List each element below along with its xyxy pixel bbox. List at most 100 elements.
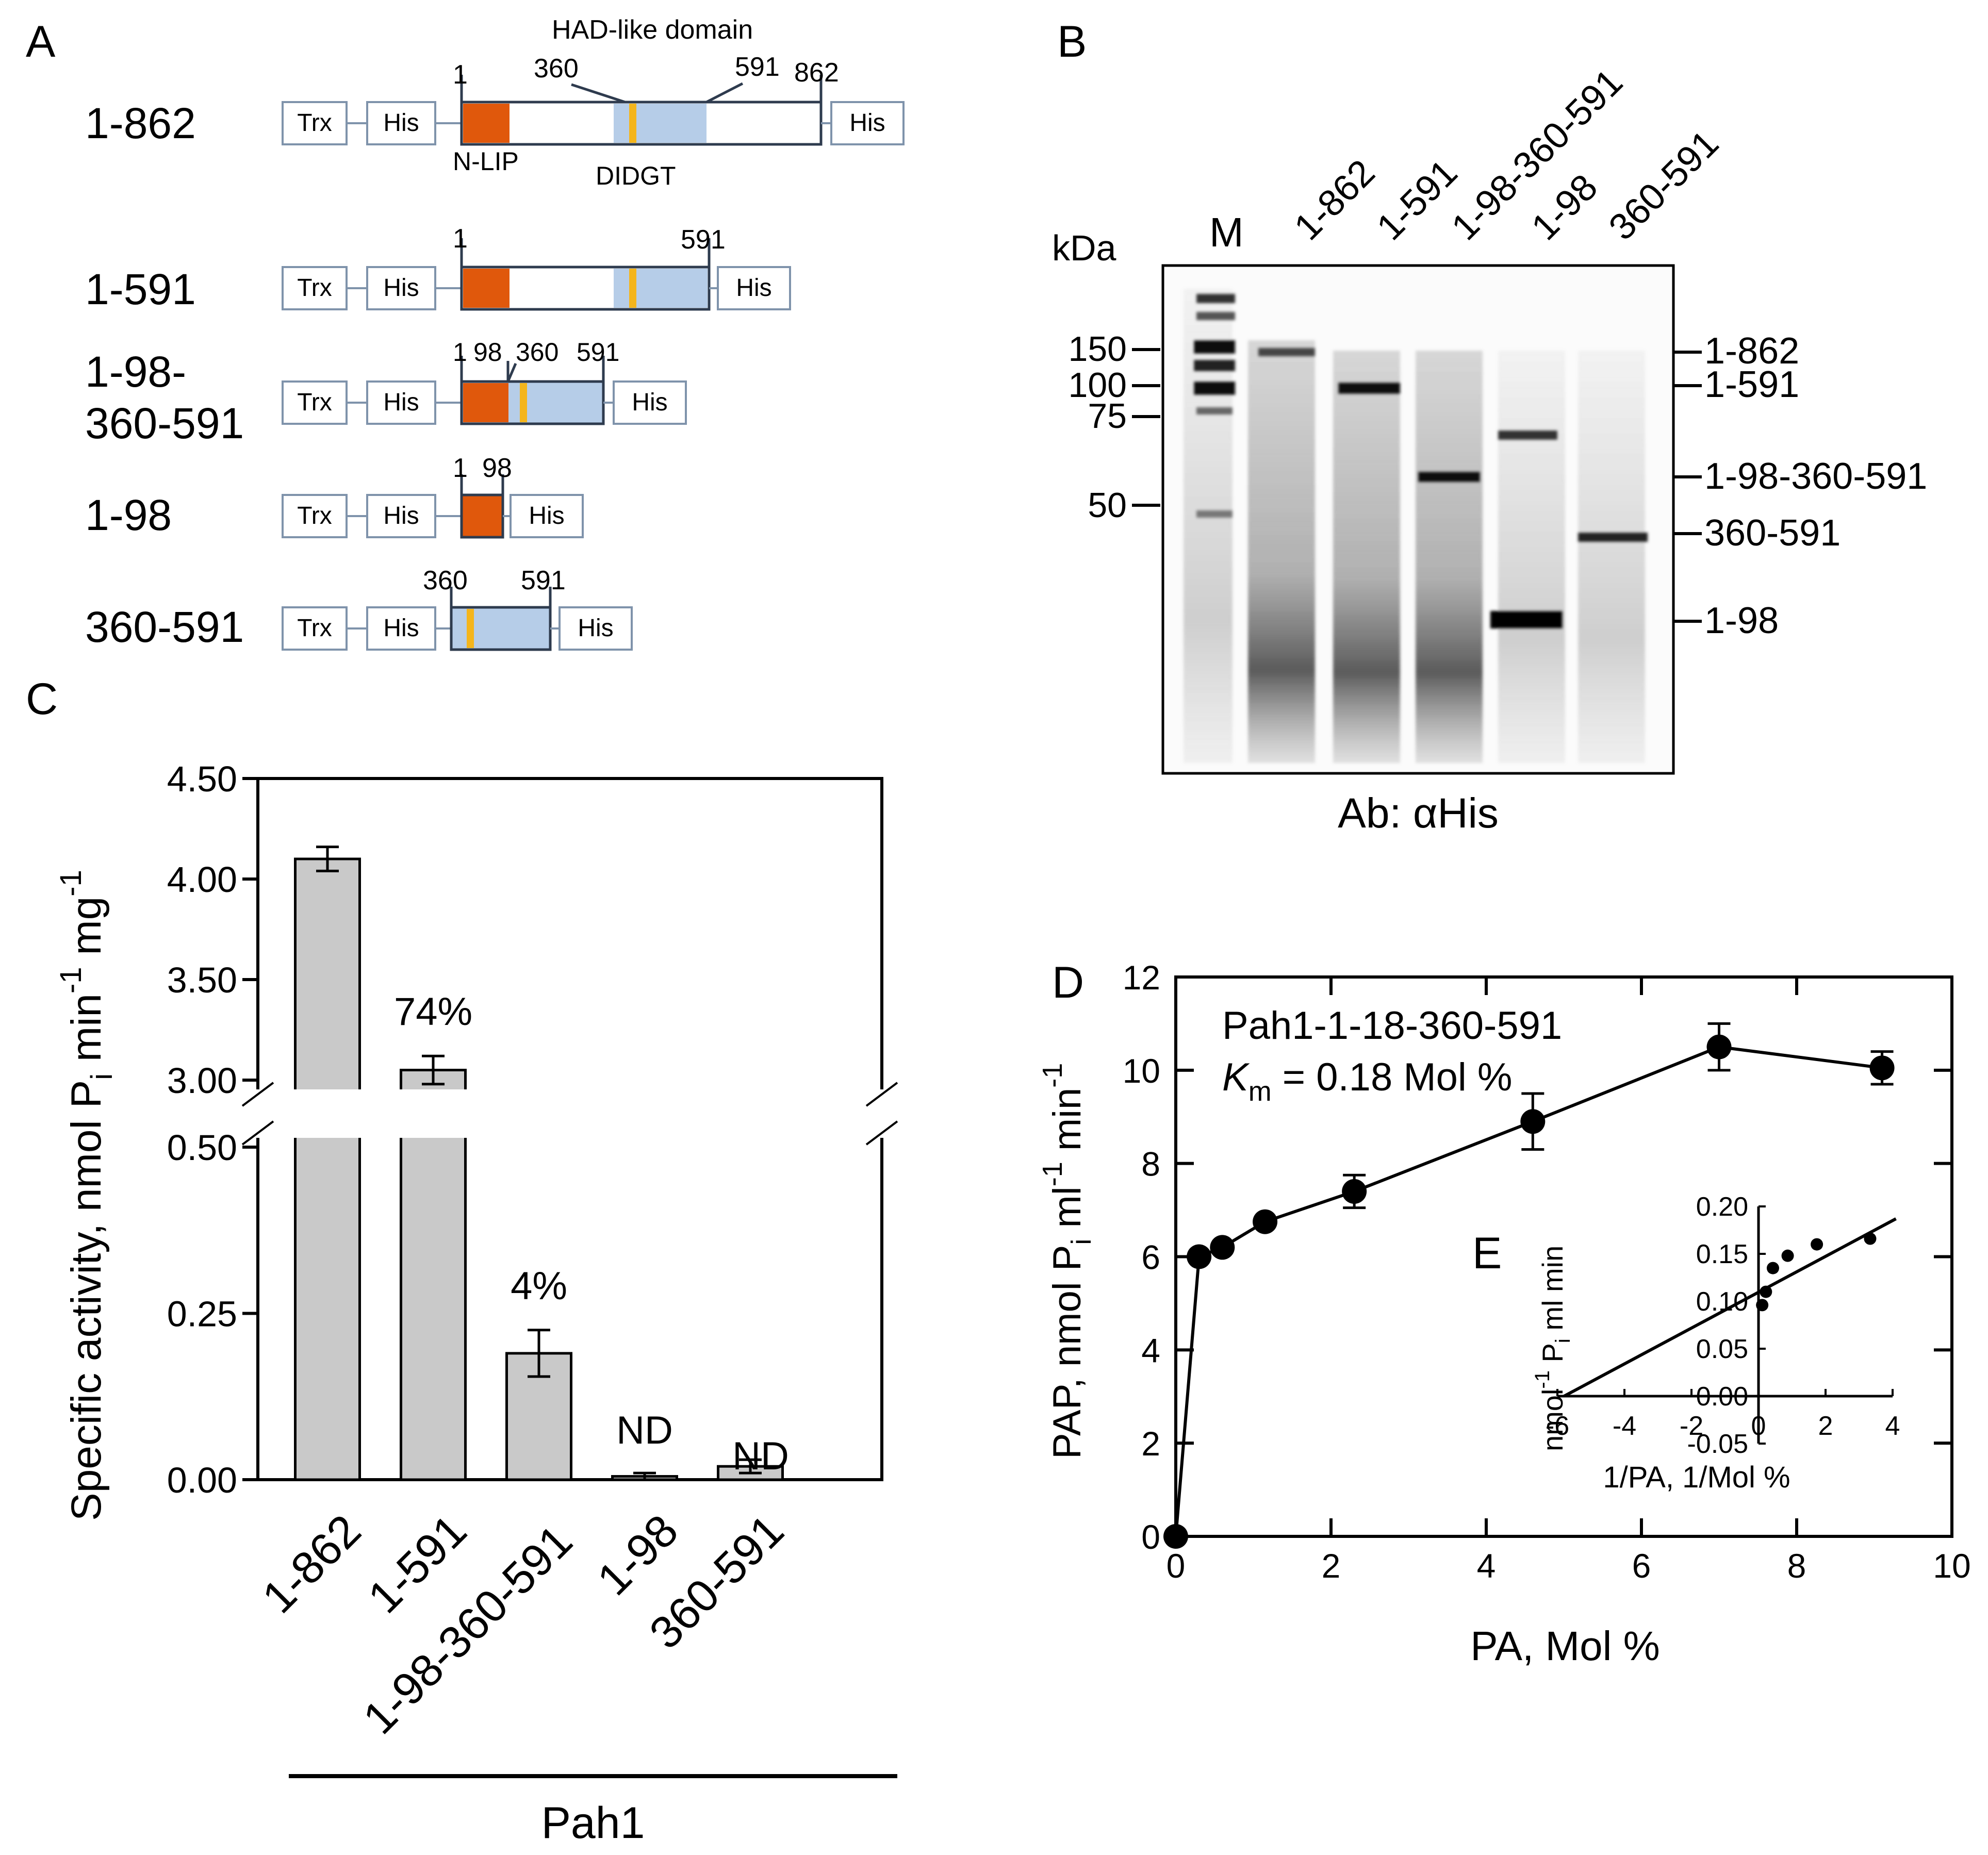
pos-label: 360 (534, 54, 579, 84)
construct-name: 1-862 (85, 99, 196, 147)
c-y-tick-label: 4.50 (167, 759, 237, 799)
c-y-tick-label: 3.00 (167, 1061, 237, 1101)
d-data-point (1706, 1034, 1732, 1059)
pos-label: 1 (453, 338, 467, 367)
c-break-mark (865, 1120, 898, 1146)
pos-label: 591 (735, 52, 780, 82)
his-label: His (383, 615, 419, 642)
d-y-tick-label: 0 (1141, 1518, 1160, 1556)
d-data-point (1210, 1235, 1235, 1260)
trx-label: Trx (297, 274, 332, 302)
e-x-axis-label: 1/PA, 1/Mol % (1603, 1461, 1790, 1494)
c-bars (294, 846, 784, 1481)
d-data-point (1253, 1209, 1278, 1234)
d-x-axis-label: PA, Mol % (1470, 1623, 1660, 1669)
pos-label: 862 (794, 58, 839, 88)
c-y-tick-label: 3.50 (167, 960, 237, 1000)
c-bar-1-862 (294, 857, 361, 1481)
pos-label: 1 (453, 453, 468, 483)
didgt-label: DIDGT (596, 161, 676, 190)
nlip-label: N-LIP (453, 147, 519, 176)
e-x-tick-label: -6 (1546, 1411, 1569, 1441)
e-x-tick-label: -2 (1680, 1411, 1703, 1441)
antibody-label: Ab: αHis (1338, 790, 1499, 837)
e-plot: -6 -4 -2 0 2 4-0.050.000.050.100.150.20 (1546, 1192, 1900, 1459)
right-band-label: 1-591 (1704, 364, 1799, 405)
c-x-axis-label: Pah1 (541, 1798, 645, 1848)
had-region (450, 606, 552, 651)
nlip-region (463, 104, 510, 143)
marker-band (1194, 340, 1235, 354)
e-data-point (1864, 1232, 1877, 1245)
e-x-tick-label: 0 (1751, 1411, 1766, 1441)
trx-label: Trx (297, 389, 332, 416)
d-data-point (1163, 1524, 1188, 1549)
his-label: His (632, 389, 667, 416)
c-break-mark (865, 1082, 898, 1107)
band-1-98-360-591 (1418, 472, 1480, 482)
trx-label: Trx (297, 502, 332, 529)
his-tag-c (510, 494, 584, 538)
e-x-tick-label: -4 (1613, 1411, 1636, 1441)
d-y-tick-label: 2 (1141, 1425, 1160, 1463)
didgt-motif (520, 383, 527, 422)
marker-label: 150 (1069, 329, 1127, 369)
d-data-point (1187, 1244, 1212, 1269)
e-data-point (1760, 1285, 1772, 1298)
marker-band (1194, 382, 1235, 395)
c-y-axis-label: Specific activity, nmol Pi min-1 mg-1 (54, 870, 119, 1521)
e-y-tick-label: 0.15 (1696, 1239, 1748, 1269)
c-bar-annotation: 74% (394, 990, 472, 1034)
didgt-motif (629, 104, 636, 143)
d-data-point (1342, 1179, 1367, 1204)
pos-label: 98 (473, 338, 502, 367)
his-tag-c (830, 101, 905, 145)
pos-label: 360 (423, 566, 468, 595)
his-label: His (736, 274, 771, 302)
d-y-tick-label: 6 (1141, 1238, 1160, 1277)
lane-smear (1248, 340, 1315, 763)
e-data-point (1756, 1299, 1769, 1312)
lane-label: 1-591 (1369, 152, 1466, 249)
d-x-tick-label: 2 (1322, 1547, 1341, 1585)
d-axes: 0 2 4 6 8 10 0 2 4 6 8 10 12 (1123, 958, 1971, 1585)
panel-b: B kDa M 1-862 1-591 1-98-360-591 1-98 36… (1052, 17, 1927, 837)
marker-band (1196, 294, 1235, 303)
right-band-label: 1-862 (1704, 330, 1799, 372)
panel-label-e: E (1472, 1229, 1502, 1278)
e-y-axis-label: nmol-1 Pi ml min (1531, 1246, 1574, 1451)
his-tag-c (717, 266, 791, 310)
c-bar-annotation: ND (616, 1409, 673, 1452)
construct-row-360-591: 360-591 Trx His 360 591 His (85, 566, 633, 651)
panel-e: E nmol-1 Pi ml min -6 -4 -2 0 2 4 -0.05 0.00 0.0… (1472, 1192, 1900, 1494)
d-x-tick-label: 6 (1632, 1547, 1651, 1585)
his-tag-n (366, 266, 436, 310)
blot-bands (1184, 289, 1648, 763)
c-break-mark (241, 1082, 274, 1107)
e-y-tick-label: 0.05 (1696, 1334, 1748, 1364)
pos-label: 591 (681, 225, 726, 255)
e-data-point (1766, 1262, 1779, 1274)
marker-band (1196, 407, 1233, 415)
d-data-point (1520, 1109, 1546, 1134)
c-y-tick-label: 0.25 (167, 1294, 237, 1334)
pos-label: 591 (577, 338, 619, 367)
construct-name: 360-591 (85, 603, 244, 651)
d-y-axis-label: PAP, nmol Pi ml-1 min-1 (1037, 1063, 1097, 1459)
had-region (614, 104, 707, 143)
kda-label: kDa (1052, 228, 1116, 268)
d-y-tick-label: 10 (1123, 1052, 1160, 1090)
panel-d: D PAP, nmol Pi ml-1 min-1 Pah1-1-18-360-… (1037, 958, 1971, 1669)
c-y-tick-label: 4.00 (167, 859, 237, 900)
nlip-region (463, 383, 508, 422)
pos-label: 591 (521, 566, 566, 595)
marker-band (1196, 510, 1233, 518)
construct-name: 1-98 (85, 491, 172, 539)
trx-tag (282, 380, 348, 425)
d-x-tick-label: 10 (1933, 1547, 1970, 1585)
his-label: His (849, 109, 885, 137)
panel-c: C Specific activity, nmol Pi min-1 mg-1 … (26, 674, 898, 1848)
band-1-98 (1490, 611, 1563, 628)
e-y-tick-label: 0.20 (1696, 1192, 1748, 1222)
pos-label: 1 (453, 224, 468, 254)
